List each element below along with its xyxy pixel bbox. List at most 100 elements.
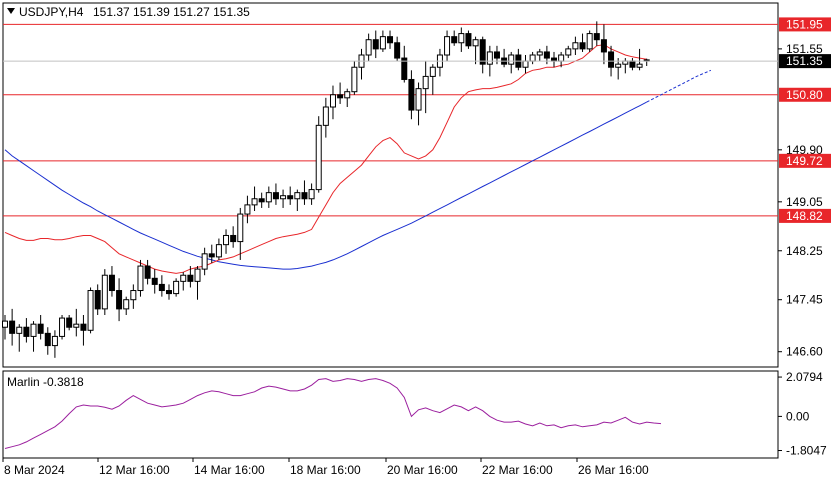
level-price-tag xyxy=(779,208,831,223)
candle-body xyxy=(558,54,565,62)
candle xyxy=(44,327,51,355)
candle-body xyxy=(593,33,600,41)
candle xyxy=(329,85,336,120)
candle-body xyxy=(230,234,237,243)
candle-body xyxy=(16,326,23,334)
candle-body xyxy=(429,66,436,77)
candle xyxy=(415,82,422,126)
candle xyxy=(158,275,165,297)
candle-body xyxy=(451,36,458,44)
candle-body xyxy=(344,91,351,99)
candle xyxy=(451,30,458,46)
candle-body xyxy=(422,75,429,90)
candle xyxy=(144,259,151,285)
candle-body xyxy=(59,317,66,337)
candle-body xyxy=(486,51,493,65)
candle-body xyxy=(329,94,336,108)
candle-body xyxy=(465,33,472,47)
candle xyxy=(137,259,144,297)
dropdown-triangle-icon[interactable] xyxy=(7,8,15,14)
x-tick-label: 8 Mar 2024 xyxy=(4,463,65,477)
candle-body xyxy=(187,274,194,282)
candle xyxy=(272,183,279,205)
candle xyxy=(422,61,429,114)
price-axis: 151.95151.55150.80149.90149.72149.05148.… xyxy=(3,17,831,359)
candle-body xyxy=(272,192,279,200)
blue-ma-projection xyxy=(646,69,712,103)
candle xyxy=(2,315,8,340)
candle-body xyxy=(415,88,422,111)
candle-body xyxy=(80,323,87,331)
candle-body xyxy=(379,36,386,50)
candle xyxy=(636,48,643,71)
candle-body xyxy=(151,277,158,285)
candle xyxy=(387,30,394,49)
candle xyxy=(372,30,379,59)
y-tick-label: 148.25 xyxy=(786,244,823,258)
x-tick-label: 14 Mar 16:00 xyxy=(194,463,265,477)
marlin-oscillator xyxy=(4,378,662,449)
candle xyxy=(87,287,94,334)
candle xyxy=(593,21,600,46)
candle xyxy=(344,88,351,107)
level-price-label: 148.82 xyxy=(786,209,823,223)
candle-body xyxy=(73,323,80,328)
candle xyxy=(258,192,265,208)
candle xyxy=(401,45,408,83)
osc-tick-label: -1.8047 xyxy=(786,444,827,458)
candle xyxy=(572,36,579,55)
candle xyxy=(465,30,472,49)
candle xyxy=(73,308,80,337)
candle-body xyxy=(586,33,593,50)
candle xyxy=(379,30,386,52)
candle-body xyxy=(258,198,265,203)
osc-tick-label: 2.0794 xyxy=(786,370,823,384)
candle xyxy=(308,183,315,205)
candle-body xyxy=(444,36,451,56)
level-price-tag xyxy=(779,17,831,32)
candle-body xyxy=(94,290,101,310)
candle-body xyxy=(372,39,379,50)
candle xyxy=(201,247,208,276)
candle xyxy=(59,315,66,340)
candle-body xyxy=(108,274,115,292)
candle-body xyxy=(351,66,358,93)
candle xyxy=(265,186,272,208)
x-tick-label: 22 Mar 16:00 xyxy=(482,463,553,477)
candle-body xyxy=(493,51,500,59)
candle xyxy=(287,186,294,205)
candle-body xyxy=(458,33,465,44)
candle xyxy=(508,51,515,74)
candle-body xyxy=(401,57,408,80)
candle-body xyxy=(394,42,401,59)
candle xyxy=(51,330,58,358)
candle-body xyxy=(2,320,8,328)
y-tick-label: 149.05 xyxy=(786,195,823,209)
candle xyxy=(194,266,201,300)
candle xyxy=(223,229,230,254)
red-moving-average xyxy=(4,44,647,274)
candle-body xyxy=(479,39,486,65)
candle xyxy=(337,82,344,104)
candle-body xyxy=(522,60,529,68)
candle-body xyxy=(472,39,479,47)
candle-body xyxy=(87,290,94,331)
candle xyxy=(586,30,593,52)
candle xyxy=(151,269,158,294)
candle xyxy=(123,296,130,315)
candle xyxy=(365,33,372,62)
candle xyxy=(322,97,329,138)
level-price-label: 151.95 xyxy=(786,17,823,31)
candle-body xyxy=(265,192,272,203)
candle-body xyxy=(137,265,144,292)
osc-tick-label: 0.00 xyxy=(786,409,810,423)
oscillator-axis: 2.0794 0.00 -1.8047 xyxy=(778,370,827,458)
level-price-label: 150.80 xyxy=(786,88,823,102)
candle xyxy=(579,33,586,52)
candle xyxy=(116,278,123,322)
candle xyxy=(230,226,237,248)
x-tick-label: 20 Mar 16:00 xyxy=(387,463,458,477)
candle-body xyxy=(301,192,308,200)
candle-body xyxy=(30,323,37,337)
